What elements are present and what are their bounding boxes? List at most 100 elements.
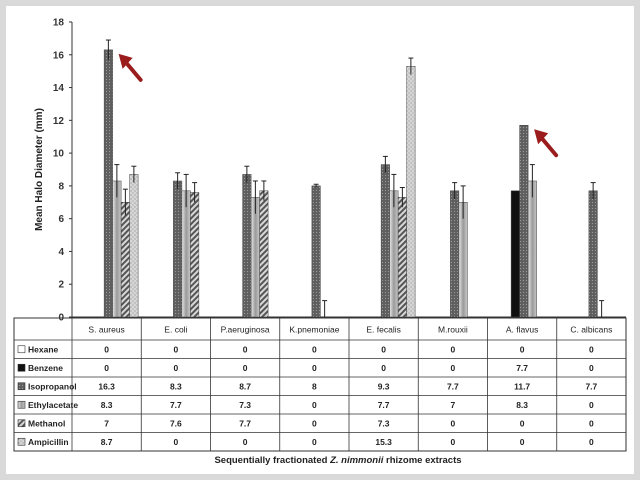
table-cell-value: 0 (312, 400, 317, 410)
table-cell-value: 8.3 (516, 400, 528, 410)
legend-label: Ethylacetate (28, 400, 78, 410)
y-tick-label: 10 (53, 149, 65, 160)
table-cell-value: 0 (312, 437, 317, 447)
table-cell-value: 15.3 (375, 437, 392, 447)
chart-panel: 0 2 4 6 8 10 12 14 16 18 Mean Halo Diameter (mm) S.… (6, 6, 634, 474)
highlight-arrow-head (534, 129, 549, 145)
x-category-label: E. fecalis (366, 325, 401, 335)
table-cell-value: 0 (589, 418, 594, 428)
y-tick-label: 6 (58, 214, 64, 225)
table-cell-value: 0 (381, 344, 386, 354)
bar (173, 180, 183, 318)
x-category-label: C. albicans (570, 325, 612, 335)
table-cell-value: 7 (451, 400, 456, 410)
x-category-label: P.aeruginosa (221, 325, 270, 335)
x-category-label: M.rouxii (438, 325, 468, 335)
bar (181, 190, 191, 318)
table-cell-value: 0 (520, 418, 525, 428)
table-cell-value: 0 (243, 437, 248, 447)
table-cell-value: 0 (451, 437, 456, 447)
table-cell-value: 8.3 (170, 381, 182, 391)
table-cell-value: 0 (589, 437, 594, 447)
legend-swatch (17, 437, 26, 446)
table-cell-value: 7.6 (170, 418, 182, 428)
bar (527, 180, 537, 318)
table-cell-value: 0 (104, 344, 109, 354)
bar (450, 190, 460, 318)
table-cell-value: 0 (451, 344, 456, 354)
table-cell-value: 7.7 (447, 381, 459, 391)
table-cell-value: 0 (104, 363, 109, 373)
table-cell-value: 0 (589, 400, 594, 410)
bar (458, 202, 468, 318)
legend-swatch (17, 419, 26, 428)
table-cell-value: 9.3 (378, 381, 390, 391)
table-cell-value: 0 (589, 363, 594, 373)
table-cell-value: 8 (312, 381, 317, 391)
table-cell-value: 7 (104, 418, 109, 428)
table-cell-value: 0 (381, 363, 386, 373)
highlight-arrow (122, 58, 143, 82)
table-cell-value: 0 (312, 344, 317, 354)
legend-swatch (17, 345, 26, 354)
legend-swatch (17, 400, 26, 409)
highlight-arrow-head (118, 53, 133, 69)
bar (389, 190, 399, 318)
bar (380, 164, 390, 318)
table-cell-value: 0 (243, 363, 248, 373)
y-tick-label: 4 (58, 247, 64, 258)
table-cell-value: 8.7 (101, 437, 113, 447)
table-cell-value: 0 (520, 344, 525, 354)
table-cell-value: 7.7 (239, 418, 251, 428)
table-cell-value: 8.7 (239, 381, 251, 391)
x-axis-title: Sequentially fractionated Z. nimmonii rh… (214, 455, 461, 466)
table-cell-value: 0 (451, 418, 456, 428)
bar (259, 190, 269, 318)
table-cell-value: 0 (520, 437, 525, 447)
table-cell-value: 0 (243, 344, 248, 354)
table-cell-value: 16.3 (98, 381, 115, 391)
bar (103, 49, 113, 318)
table-cell-value: 0 (589, 344, 594, 354)
y-tick-label: 8 (58, 181, 64, 192)
y-tick-label: 12 (53, 116, 65, 127)
table-cell-value: 11.7 (514, 381, 530, 391)
legend-label: Hexane (28, 344, 59, 354)
bar (129, 174, 139, 318)
bar (588, 190, 598, 318)
bar (510, 190, 520, 318)
table-cell-value: 0 (451, 363, 456, 373)
bar (406, 66, 416, 318)
table-cell-value: 0 (174, 344, 179, 354)
table-cell-value: 0 (312, 418, 317, 428)
bar-chart-with-data-table: 0 2 4 6 8 10 12 14 16 18 Mean Halo Diameter (mm) S.… (13, 18, 627, 466)
table-cell-value: 7.3 (239, 400, 251, 410)
x-category-label: A. flavus (506, 325, 539, 335)
bar (519, 125, 529, 318)
table-cell-value: 7.7 (585, 381, 597, 391)
table-cell-value: 7.7 (378, 400, 390, 410)
legend-label: Ampicillin (28, 437, 69, 447)
table-cell-value: 8.3 (101, 400, 113, 410)
y-tick-label: 16 (53, 50, 65, 61)
table-cell-value: 7.7 (170, 400, 182, 410)
legend-swatch (17, 382, 26, 391)
x-category-label: K.pnemoniae (289, 325, 339, 335)
bar (120, 202, 130, 318)
y-tick-label: 2 (58, 280, 64, 291)
y-tick-label: 14 (53, 83, 65, 94)
y-tick-label: 18 (53, 18, 65, 29)
bar (397, 197, 407, 318)
table-cell-value: 7.7 (516, 363, 528, 373)
legend-swatch (17, 363, 26, 372)
table-cell-value: 0 (174, 437, 179, 447)
legend-label: Methanol (28, 418, 65, 428)
bar (112, 180, 122, 318)
bar (311, 185, 321, 318)
x-category-label: S. aureus (88, 325, 124, 335)
table-cell-value: 0 (312, 363, 317, 373)
table-cell-value: 0 (174, 363, 179, 373)
legend-label: Benzene (28, 363, 63, 373)
legend-label: Isopropanol (28, 381, 77, 391)
table-cell-value: 7.3 (378, 418, 390, 428)
